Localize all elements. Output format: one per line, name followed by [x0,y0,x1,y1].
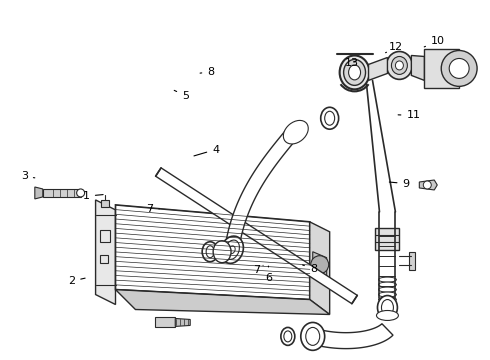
Polygon shape [156,168,357,304]
Polygon shape [175,319,190,327]
Text: 10: 10 [424,36,445,47]
Text: 7: 7 [146,204,159,215]
Polygon shape [116,289,330,315]
Ellipse shape [378,277,396,282]
Polygon shape [100,200,108,207]
Ellipse shape [287,124,305,140]
Polygon shape [368,58,388,80]
Ellipse shape [301,323,325,350]
Polygon shape [116,205,310,300]
Ellipse shape [283,120,308,144]
Ellipse shape [348,65,361,80]
Text: 5: 5 [174,90,189,101]
Ellipse shape [382,300,393,315]
Ellipse shape [306,328,319,345]
Polygon shape [155,318,175,328]
Ellipse shape [281,328,295,345]
Bar [409,252,416,270]
Text: 6: 6 [265,266,272,283]
Text: 12: 12 [386,42,403,53]
Polygon shape [424,49,459,88]
Circle shape [423,181,431,189]
Ellipse shape [343,59,366,85]
Ellipse shape [376,310,398,320]
Ellipse shape [377,296,397,319]
Polygon shape [310,222,330,315]
Text: 9: 9 [390,179,410,189]
Text: 8: 8 [200,67,215,77]
Text: 2: 2 [68,276,85,286]
Ellipse shape [378,287,396,292]
Circle shape [441,50,477,86]
Ellipse shape [220,236,244,264]
Ellipse shape [387,51,413,80]
Text: 1: 1 [83,191,103,201]
Ellipse shape [321,107,339,129]
Polygon shape [316,324,393,348]
Polygon shape [412,55,424,80]
Ellipse shape [340,55,369,89]
Ellipse shape [202,242,218,262]
Circle shape [449,58,469,78]
Ellipse shape [224,240,240,260]
Circle shape [311,256,329,274]
Text: 11: 11 [398,111,420,121]
Text: 13: 13 [344,58,358,68]
Circle shape [76,189,85,197]
Polygon shape [225,126,300,249]
Ellipse shape [378,282,396,287]
Ellipse shape [229,246,235,253]
Polygon shape [419,180,437,190]
Ellipse shape [325,111,335,125]
Ellipse shape [206,246,214,258]
Ellipse shape [395,61,403,70]
Text: 3: 3 [21,171,35,181]
Bar [99,255,107,263]
Polygon shape [96,200,116,305]
Ellipse shape [213,241,231,263]
Ellipse shape [392,57,407,75]
Text: 8: 8 [303,264,317,274]
Ellipse shape [284,331,292,342]
Polygon shape [43,189,81,197]
Text: 7: 7 [253,265,263,275]
Polygon shape [313,252,327,278]
Ellipse shape [378,292,396,297]
Polygon shape [35,187,43,199]
Ellipse shape [378,297,396,302]
Text: 4: 4 [194,144,220,156]
Bar [375,228,399,250]
Bar [99,230,110,242]
